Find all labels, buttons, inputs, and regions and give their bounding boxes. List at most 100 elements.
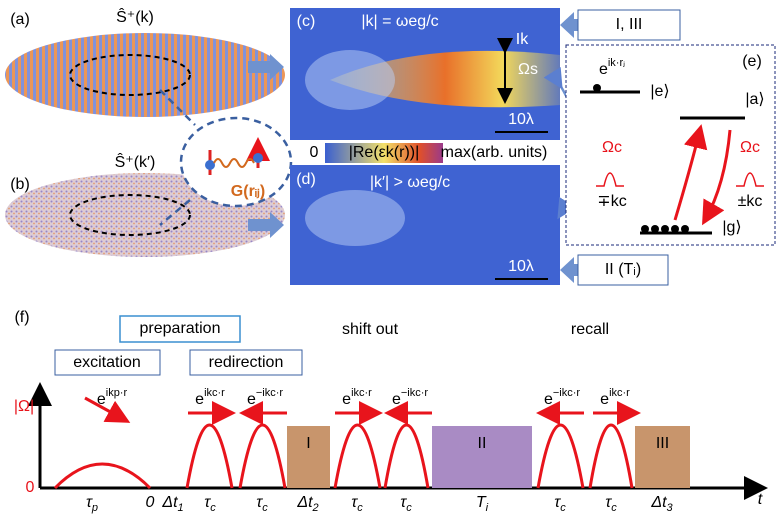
pulse xyxy=(238,423,287,489)
duration-label-script: c xyxy=(406,502,412,514)
dashed-connector xyxy=(159,89,196,226)
box xyxy=(577,254,669,286)
duration-label: 0 xyxy=(146,494,155,511)
scale-bar xyxy=(495,131,548,280)
transition-arrow xyxy=(702,129,732,226)
duration-label-main: T xyxy=(476,494,487,511)
axis-label: |Ω| xyxy=(14,398,34,415)
intensity-label: Ik xyxy=(516,31,529,48)
panel-label: (a) xyxy=(10,11,30,28)
block-label: II xyxy=(478,435,487,452)
phase-label-script: −ikc·r xyxy=(401,387,429,399)
dashed-region xyxy=(69,194,191,236)
block-arrow xyxy=(248,212,284,238)
level-panel xyxy=(565,44,776,246)
axis-origin: 0 xyxy=(26,479,35,496)
operator-label: Ŝ⁺(k′) xyxy=(115,152,156,171)
duration-label-main: τ xyxy=(204,494,211,511)
duration-label-script: 2 xyxy=(312,502,319,514)
duration-label-script: c xyxy=(357,502,363,514)
duration-label-script: i xyxy=(486,502,489,514)
transition-arrow xyxy=(673,124,708,221)
phase-label-main: e xyxy=(195,391,204,408)
phase-label-main: e xyxy=(342,391,351,408)
duration-label: τc xyxy=(351,494,363,514)
phase-label-script: ikp·r xyxy=(106,387,128,399)
phase-label-main: e xyxy=(600,391,609,408)
box-label: I, III xyxy=(616,16,643,33)
duration-label-main: Δt xyxy=(161,494,178,511)
duration-label-main: 0 xyxy=(146,494,155,511)
scatter-speckle xyxy=(305,50,395,110)
header: recall xyxy=(571,321,609,338)
phase-label-script: ik·rⱼ xyxy=(608,57,625,69)
header: shift out xyxy=(342,321,399,338)
level-label: |e⟩ xyxy=(650,83,669,100)
atom xyxy=(253,153,263,163)
block-label: I xyxy=(306,435,310,452)
phase-label-main: e xyxy=(544,391,553,408)
box-label: II (Tᵢ) xyxy=(605,261,641,278)
ground-atoms xyxy=(641,225,689,233)
phase-label: e−ikc·r xyxy=(392,387,428,408)
duration-label: Δt1 xyxy=(161,494,183,514)
phase-label-script: ikc·r xyxy=(351,387,372,399)
phase-label-main: e xyxy=(247,391,256,408)
atom xyxy=(205,160,215,170)
level-label: |a⟩ xyxy=(745,91,764,108)
phase-label-script: ikc·r xyxy=(204,387,225,399)
phase-label-main: e xyxy=(97,391,106,408)
duration-label-main: τ xyxy=(400,494,407,511)
scale-label: 10λ xyxy=(508,111,534,128)
phase-label: eikc·r xyxy=(600,387,630,408)
time-block xyxy=(635,426,690,488)
k-label: ∓kc xyxy=(597,193,626,210)
phase-label: eikp·r xyxy=(97,387,128,408)
duration-label: Δt3 xyxy=(650,494,673,514)
phase-label: e−ikc·r xyxy=(544,387,580,408)
control-label: Ωc xyxy=(602,139,622,156)
duration-label: τc xyxy=(204,494,216,514)
phase-label-main: e xyxy=(599,61,608,78)
level-line xyxy=(580,90,745,235)
duration-label-main: τ xyxy=(86,494,93,511)
block-label: III xyxy=(656,435,669,452)
condition-label: |k′| > ωeg/c xyxy=(370,174,450,191)
phase-label-main: e xyxy=(392,391,401,408)
phase-label-script: −ikc·r xyxy=(256,387,284,399)
axis-label: t xyxy=(758,491,763,508)
header-box xyxy=(119,315,241,343)
coupling-label: G(rᵢⱼ) xyxy=(231,183,265,200)
duration-label-script: 1 xyxy=(178,502,184,514)
duration-label-script: p xyxy=(91,502,98,514)
header: preparation xyxy=(140,320,221,337)
block-arrow xyxy=(248,54,284,80)
duration-label-main: τ xyxy=(256,494,263,511)
header-box xyxy=(54,349,161,376)
colorbar-quantity: |Re(εk(r))| xyxy=(349,144,420,161)
pulse xyxy=(333,423,382,489)
duration-label: τc xyxy=(400,494,412,514)
block-arrow xyxy=(560,12,578,38)
time-block xyxy=(287,426,330,488)
duration-label: τc xyxy=(554,494,566,514)
panel-label: (f) xyxy=(14,309,29,326)
phase-label-script: −ikc·r xyxy=(553,387,581,399)
colorbar-min: 0 xyxy=(310,144,319,161)
pulse-icon xyxy=(596,172,764,187)
duration-label-script: 3 xyxy=(667,502,674,514)
header-box xyxy=(189,349,303,376)
direction-arrow xyxy=(84,396,131,423)
panel-label: (d) xyxy=(296,171,316,188)
time-block xyxy=(432,426,532,488)
pulse xyxy=(588,423,634,489)
duration-label-script: c xyxy=(210,502,216,514)
duration-label-script: c xyxy=(611,502,617,514)
duration-label: τc xyxy=(256,494,268,514)
pulse xyxy=(185,423,234,489)
duration-label-script: c xyxy=(560,502,566,514)
phase-label-script: ikc·r xyxy=(609,387,630,399)
duration-label: τp xyxy=(86,494,98,514)
